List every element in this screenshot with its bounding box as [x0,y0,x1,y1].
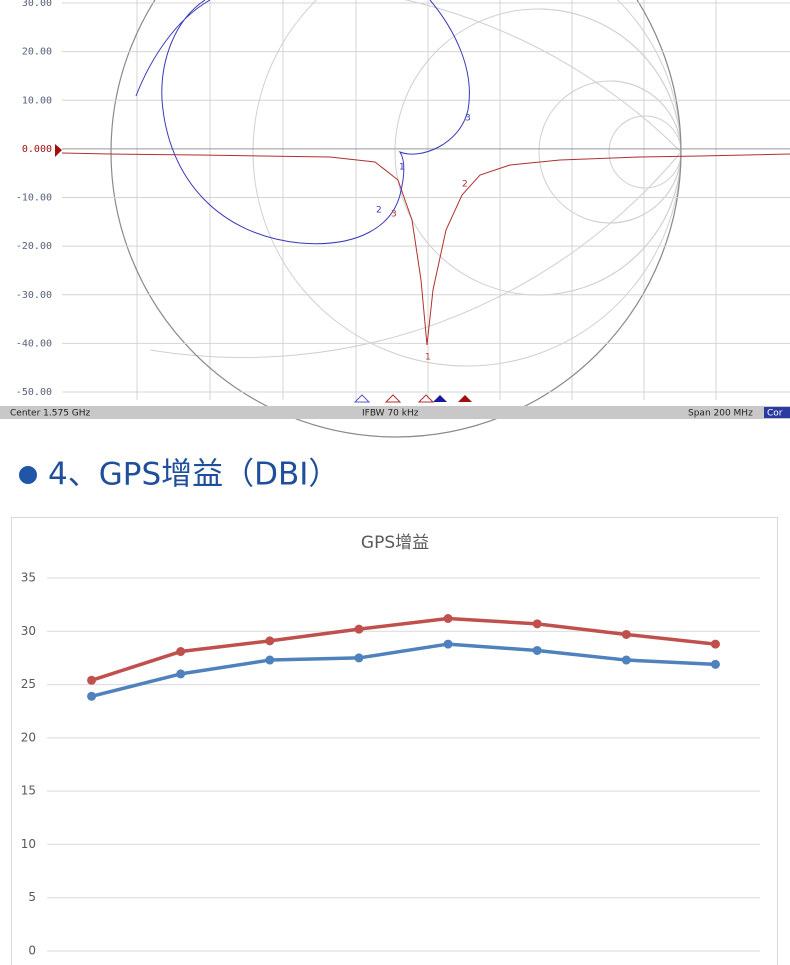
data-point [710,659,720,669]
data-point [443,613,453,623]
data-point [354,624,364,634]
chart-title: GPS增益 [361,533,429,553]
heading-bullet [19,466,37,484]
y-tick-label: 0.000 [22,144,52,155]
y-tick-label: 15 [21,784,36,798]
cor: Cor [767,409,783,419]
y-tick-label: -20.00 [16,241,52,252]
y-tick-label: -40.00 [16,338,52,349]
data-point [176,647,186,657]
data-point [621,629,631,639]
line-chart: 0 5 10 15 20 25 30 35 [21,571,760,958]
cor-box [764,407,790,418]
marker-labels-red: 1 2 3 [391,180,468,363]
marker-labels: 1 2 3 [376,114,471,216]
bottom-markers [353,394,472,403]
span: Span 200 MHz [688,409,753,419]
y-tick-label: 20 [21,730,36,744]
data-point [532,645,542,655]
y-tick-label: 30.00 [22,0,52,9]
ref-arrow [55,144,62,157]
vna-vertical-grid [136,0,717,400]
status-bar [0,406,790,419]
data-point [176,669,186,679]
y-tick-label: 0 [28,944,36,958]
smith-trace [135,0,470,245]
series-line [91,642,716,698]
y-tick-label: 30 [21,624,36,638]
data-point [532,619,542,629]
ifbw: IFBW 70 kHz [362,409,419,419]
section-heading: 4、GPS增益（DBI） [48,457,339,493]
center-freq: Center 1.575 GHz [10,409,91,419]
marker-label: 2 [462,180,468,190]
data-point [710,639,720,649]
vna-axis: 30.00 20.00 10.00 0.000 -10.00 -20.00 -30.00 -4… [16,0,790,398]
y-tick-label: 5 [28,890,36,904]
y-tick-label: 35 [21,571,36,585]
vna-screen: 30.00 20.00 10.00 0.000 -10.00 -20.00 -30.00 -4… [0,0,790,438]
chart-frame [11,517,778,965]
data-point [265,636,275,646]
y-tick-label: -30.00 [16,290,52,301]
y-tick-label: -10.00 [16,193,52,204]
s11-trace [61,152,790,346]
data-point [443,639,453,649]
data-point [265,655,275,665]
marker-label: 1 [425,353,431,363]
y-tick-label: 10 [21,837,36,851]
vna-background [0,0,790,405]
series-line [91,616,716,682]
marker-label: 1 [399,163,405,173]
data-point [354,653,364,663]
marker-label: 3 [465,114,471,124]
data-point [621,655,631,665]
marker-label: 2 [376,206,382,216]
y-tick-label: 10.00 [22,95,52,106]
data-point [87,675,97,685]
marker-label: 3 [391,210,397,220]
y-tick-label: 25 [21,677,36,691]
smith-outline [110,0,682,438]
data-point [87,691,97,701]
y-tick-label: 20.00 [22,47,52,58]
y-tick-label: -50.00 [16,387,52,398]
